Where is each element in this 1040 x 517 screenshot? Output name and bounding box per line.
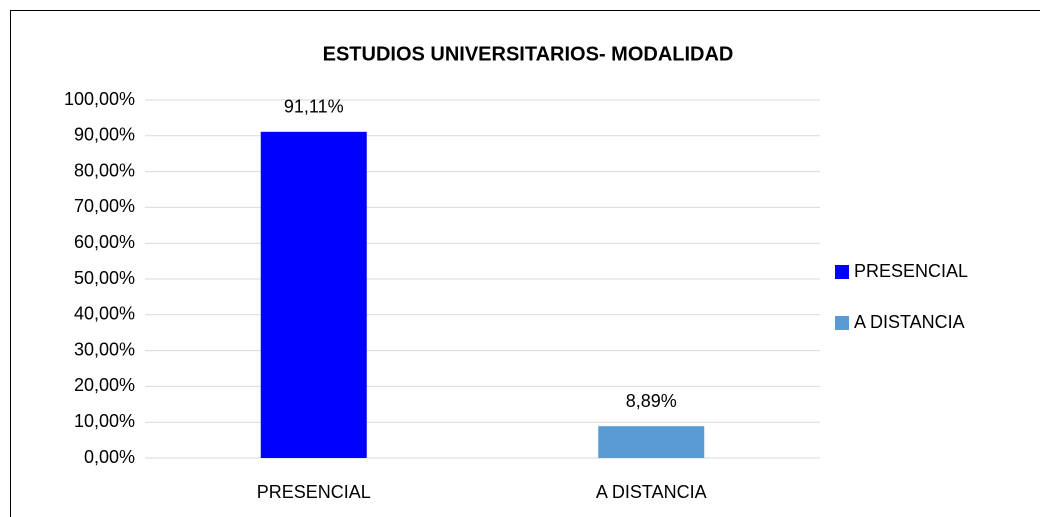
bar <box>598 426 705 458</box>
y-tick-label: 100,00% <box>64 89 135 109</box>
y-tick-label: 40,00% <box>74 304 135 324</box>
y-tick-label: 30,00% <box>74 339 135 359</box>
legend-swatch <box>835 316 849 330</box>
y-tick-label: 90,00% <box>74 125 135 145</box>
x-tick-label: PRESENCIAL <box>257 482 371 502</box>
legend-label: A DISTANCIA <box>854 312 965 332</box>
x-tick-label: A DISTANCIA <box>596 482 707 502</box>
bar <box>260 131 367 458</box>
y-tick-label: 80,00% <box>74 160 135 180</box>
legend-swatch <box>835 265 849 279</box>
chart-border <box>10 10 1040 517</box>
data-label: 91,11% <box>284 97 344 117</box>
legend-label: PRESENCIAL <box>854 261 968 281</box>
y-tick-label: 10,00% <box>74 411 135 431</box>
chart-title: ESTUDIOS UNIVERSITARIOS- MODALIDAD <box>323 43 734 65</box>
y-tick-label: 20,00% <box>74 375 135 395</box>
y-tick-label: 50,00% <box>74 268 135 288</box>
data-label: 8,89% <box>626 391 677 411</box>
y-tick-label: 60,00% <box>74 232 135 252</box>
y-tick-label: 0,00% <box>84 447 135 467</box>
y-tick-label: 70,00% <box>74 196 135 216</box>
